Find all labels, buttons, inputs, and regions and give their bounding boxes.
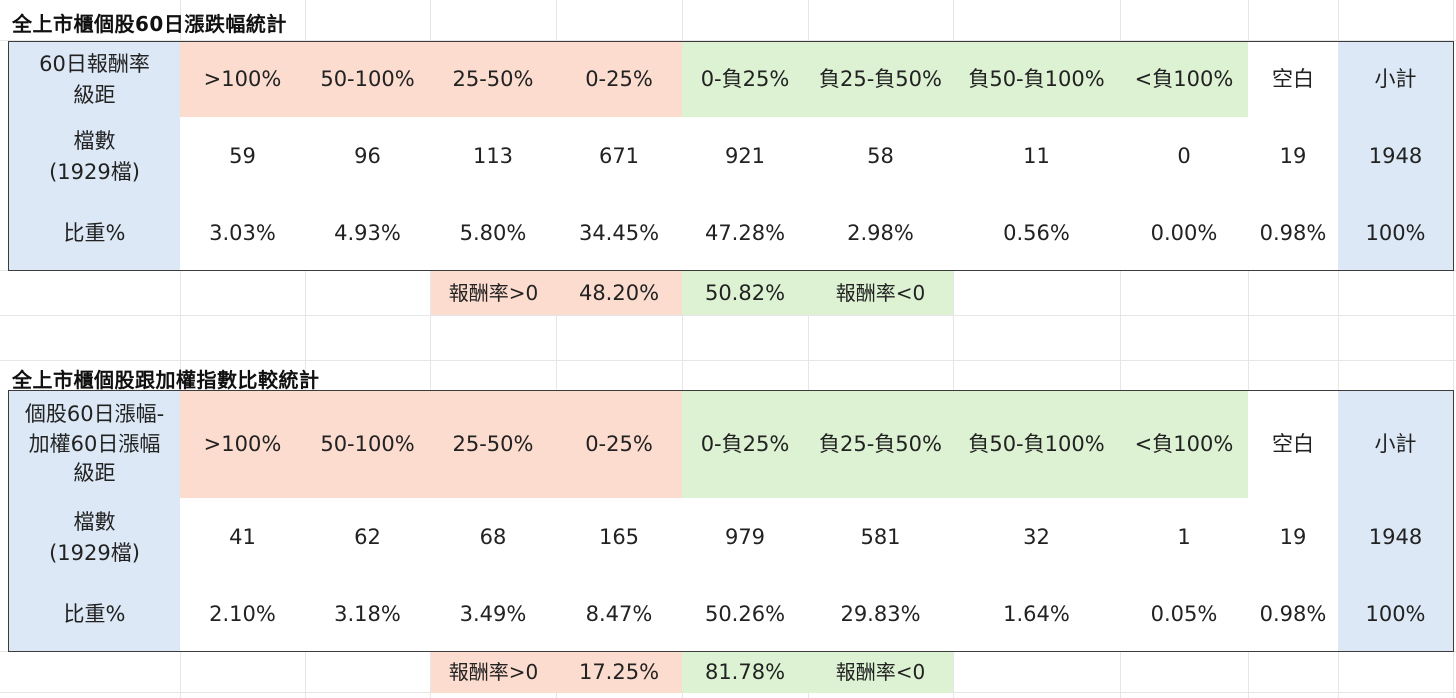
table-1-col-header: 25-50%: [430, 41, 557, 118]
table-2-count-cell: 62: [305, 498, 431, 578]
table-2-count-cell: 19: [1248, 498, 1339, 578]
table-2-pct-cell: 1.64%: [953, 577, 1121, 652]
table-2-positive-label: 報酬率>0: [431, 652, 556, 693]
table-2-col-header: <負100%: [1120, 390, 1249, 499]
table-2-pct-cell: 100%: [1338, 577, 1454, 652]
table-2-col-header: 空白: [1248, 390, 1339, 499]
table-1-pct-cell: 2.98%: [808, 196, 954, 271]
table-1-count-cell: 19: [1248, 117, 1339, 197]
table-2-pct-label: 比重%: [8, 577, 181, 652]
table-1-count-cell: 1948: [1338, 117, 1454, 197]
table-2-count-cell: 165: [556, 498, 683, 578]
table-1-count-cell: 96: [305, 117, 431, 197]
table-1-title: 全上市櫃個股60日漲跌幅統計: [12, 12, 287, 36]
table-2-col-header: 負50-負100%: [953, 390, 1121, 499]
table-1-col-header: 負50-負100%: [953, 41, 1121, 118]
table-1-col-header: 小計: [1338, 41, 1454, 118]
table-1-pct-label: 比重%: [8, 196, 181, 271]
table-2-col-header: 小計: [1338, 390, 1454, 499]
table-1-positive-value: 48.20%: [556, 271, 682, 315]
table-2-count-cell: 68: [430, 498, 557, 578]
table-1-col-header: 負25-負50%: [808, 41, 954, 118]
table-2-count-cell: 1: [1120, 498, 1249, 578]
table-2-pct-cell: 8.47%: [556, 577, 683, 652]
table-2-count-cell: 32: [953, 498, 1121, 578]
table-2-pct-cell: 29.83%: [808, 577, 954, 652]
table-2-col-header: >100%: [180, 390, 306, 499]
table-1-pct-cell: 0.00%: [1120, 196, 1249, 271]
table-2-count-cell: 1948: [1338, 498, 1454, 578]
table-2-title: 全上市櫃個股跟加權指數比較統計: [12, 368, 320, 392]
table-1-pct-cell: 5.80%: [430, 196, 557, 271]
table-2-col-header: 0-25%: [556, 390, 683, 499]
table-1-negative-label: 報酬率<0: [808, 271, 953, 315]
table-1-count-cell: 58: [808, 117, 954, 197]
table-2-col-header: 25-50%: [430, 390, 557, 499]
table-2-pct-cell: 0.05%: [1120, 577, 1249, 652]
table-2-pct-cell: 2.10%: [180, 577, 306, 652]
table-2-pct-cell: 50.26%: [682, 577, 809, 652]
table-2-count-cell: 41: [180, 498, 306, 578]
table-1-count-label: 檔數 (1929檔): [8, 117, 181, 197]
table-1-negative-value: 50.82%: [682, 271, 808, 315]
table-2-negative-value: 81.78%: [682, 652, 808, 693]
table-2-pct-cell: 0.98%: [1248, 577, 1339, 652]
table-2-header-label: 個股60日漲幅- 加權60日漲幅 級距: [8, 390, 181, 499]
table-1-count-cell: 671: [556, 117, 683, 197]
table-2-count-cell: 979: [682, 498, 809, 578]
table-1-pct-cell: 4.93%: [305, 196, 431, 271]
table-1-count-cell: 11: [953, 117, 1121, 197]
table-1-header-label: 60日報酬率 級距: [8, 41, 181, 118]
table-2-col-header: 負25-負50%: [808, 390, 954, 499]
table-2-count-label: 檔數 (1929檔): [8, 498, 181, 578]
table-1-count-cell: 921: [682, 117, 809, 197]
table-1-col-header: <負100%: [1120, 41, 1249, 118]
table-1-count-cell: 59: [180, 117, 306, 197]
table-1-count-cell: 0: [1120, 117, 1249, 197]
table-1-col-header: 0-25%: [556, 41, 683, 118]
table-2-pct-cell: 3.18%: [305, 577, 431, 652]
table-1-count-cell: 113: [430, 117, 557, 197]
table-2-negative-label: 報酬率<0: [808, 652, 953, 693]
table-1-col-header: 空白: [1248, 41, 1339, 118]
table-1-col-header: 50-100%: [305, 41, 431, 118]
table-2-pct-cell: 3.49%: [430, 577, 557, 652]
table-1-pct-cell: 34.45%: [556, 196, 683, 271]
table-1-pct-cell: 0.98%: [1248, 196, 1339, 271]
table-2-col-header: 0-負25%: [682, 390, 809, 499]
table-1-col-header: 0-負25%: [682, 41, 809, 118]
table-1-pct-cell: 100%: [1338, 196, 1454, 271]
table-1-positive-label: 報酬率>0: [431, 271, 556, 315]
table-1-col-header: >100%: [180, 41, 306, 118]
table-2-positive-value: 17.25%: [556, 652, 682, 693]
table-1-pct-cell: 47.28%: [682, 196, 809, 271]
table-2-col-header: 50-100%: [305, 390, 431, 499]
table-2-count-cell: 581: [808, 498, 954, 578]
table-1-pct-cell: 0.56%: [953, 196, 1121, 271]
table-1-pct-cell: 3.03%: [180, 196, 306, 271]
